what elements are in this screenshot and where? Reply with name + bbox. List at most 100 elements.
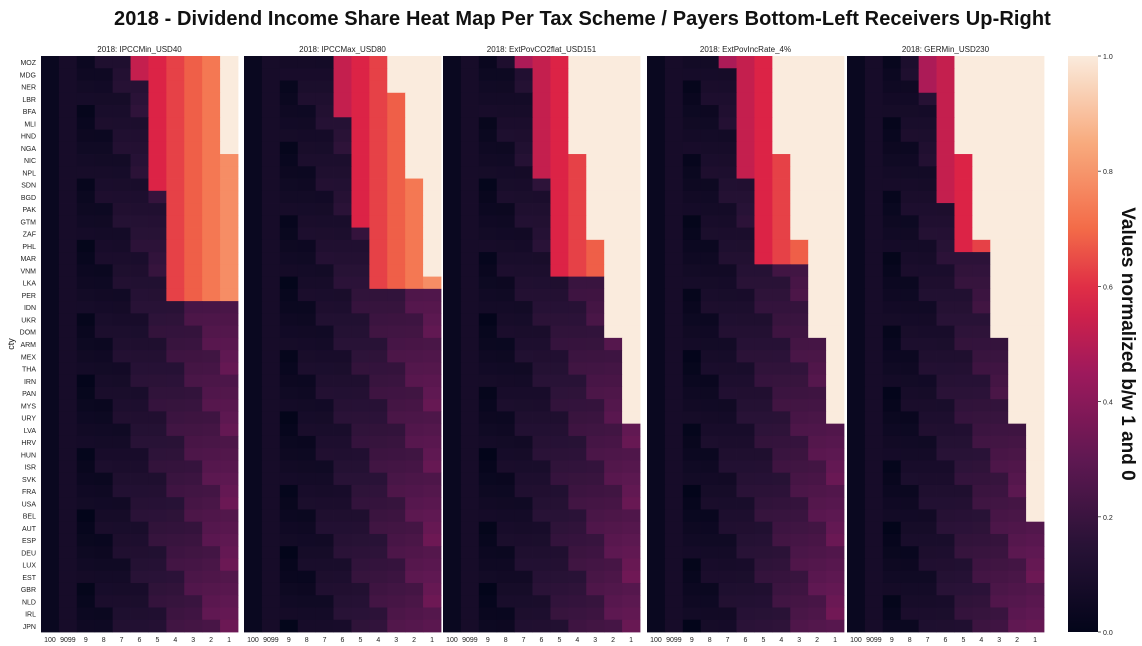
heatmap-cell [936, 56, 955, 69]
heatmap-cell [936, 460, 955, 474]
heatmap-cell [76, 374, 96, 388]
heatmap-cell [148, 301, 167, 314]
heatmap-cell [647, 533, 666, 547]
heatmap-cell [604, 595, 623, 608]
heatmap-cell [478, 362, 498, 376]
heatmap-cell [405, 460, 424, 474]
heatmap-cell [550, 56, 569, 69]
heatmap-cell [664, 362, 684, 376]
heatmap-cell [936, 203, 955, 216]
heatmap-cell [972, 68, 991, 81]
heatmap-cell [900, 325, 920, 339]
heatmap-cell [496, 239, 516, 253]
heatmap-cell [568, 203, 587, 216]
y-tick-label: ISR [24, 465, 36, 472]
heatmap-cell [736, 80, 755, 94]
heatmap-cell [532, 448, 551, 461]
heatmap-cell [736, 362, 755, 376]
heatmap-cell [351, 374, 370, 388]
heatmap-cell [478, 582, 498, 596]
heatmap-cell [972, 276, 991, 290]
x-tick-label: 1 [1033, 637, 1037, 644]
heatmap-cell [297, 374, 317, 388]
heatmap-cell [130, 558, 149, 572]
heatmap-cell [261, 460, 281, 474]
heatmap-cell [772, 337, 791, 351]
heatmap-cell [58, 497, 78, 510]
heatmap-cell [405, 129, 424, 143]
heatmap-cell [148, 325, 167, 339]
heatmap-cell [478, 288, 498, 302]
heatmap-cell [1008, 129, 1027, 143]
heatmap-cell [790, 68, 809, 81]
heatmap-cell [423, 350, 442, 363]
heatmap-cell [261, 301, 281, 314]
heatmap-cell [443, 472, 462, 486]
heatmap-cell [315, 448, 334, 461]
heatmap-cell [130, 386, 149, 400]
heatmap-cell [772, 374, 791, 388]
heatmap-cell [754, 239, 773, 253]
heatmap-cell [220, 619, 239, 633]
heatmap-cell [682, 252, 702, 265]
heatmap-cell [772, 607, 791, 621]
heatmap-cell [808, 178, 827, 192]
heatmap-cell [443, 190, 462, 204]
heatmap-cell [297, 546, 317, 559]
heatmap-cell [772, 497, 791, 510]
heatmap-cell [460, 533, 480, 547]
heatmap-cell [664, 521, 684, 535]
heatmap-cell [900, 497, 920, 510]
heatmap-cell [918, 386, 937, 400]
heatmap-cell [297, 56, 317, 69]
heatmap-cell [772, 80, 791, 94]
heatmap-cell [351, 595, 370, 608]
heatmap-cell [496, 460, 516, 474]
heatmap-cell [166, 337, 185, 351]
heatmap-cell [718, 215, 737, 228]
heatmap-cell [936, 509, 955, 523]
heatmap-cell [184, 154, 203, 167]
heatmap-cell [808, 448, 827, 461]
heatmap-cell [130, 252, 149, 265]
heatmap-cell [333, 509, 352, 523]
heatmap-cell [882, 619, 902, 633]
heatmap-cell [550, 472, 569, 486]
heatmap-cell [41, 129, 60, 143]
heatmap-cell [772, 546, 791, 559]
heatmap-cell [279, 56, 299, 69]
heatmap-cell [882, 362, 902, 376]
heatmap-cell [405, 595, 424, 608]
heatmap-cell [918, 399, 937, 412]
heatmap-cell [148, 582, 167, 596]
heatmap-cell [297, 472, 317, 486]
heatmap-cell [514, 595, 533, 608]
heatmap-cell [130, 80, 149, 94]
heatmap-cell [882, 337, 902, 351]
heatmap-cell [202, 227, 221, 241]
heatmap-cell [423, 423, 442, 437]
heatmap-cell [41, 386, 60, 400]
heatmap-cell [972, 337, 991, 351]
heatmap-cell [664, 435, 684, 449]
heatmap-cell [369, 374, 388, 388]
heatmap-cell [990, 448, 1009, 461]
heatmap-cell [754, 190, 773, 204]
heatmap-cell [148, 129, 167, 143]
heatmap-cell [900, 509, 920, 523]
heatmap-cell [443, 203, 462, 216]
heatmap-cell [387, 178, 406, 192]
heatmap-cell [405, 497, 424, 510]
heatmap-cell [936, 423, 955, 437]
heatmap-cell [990, 509, 1009, 523]
heatmap-cell [76, 92, 96, 106]
heatmap-cell [550, 497, 569, 510]
heatmap-cell [514, 533, 533, 547]
y-tick-label: HUN [21, 452, 36, 459]
heatmap-cell [882, 227, 902, 241]
heatmap-cell [918, 607, 937, 621]
heatmap-cell [808, 80, 827, 94]
heatmap-cell [790, 80, 809, 94]
heatmap-cell [664, 472, 684, 486]
heatmap-cell [112, 215, 131, 228]
